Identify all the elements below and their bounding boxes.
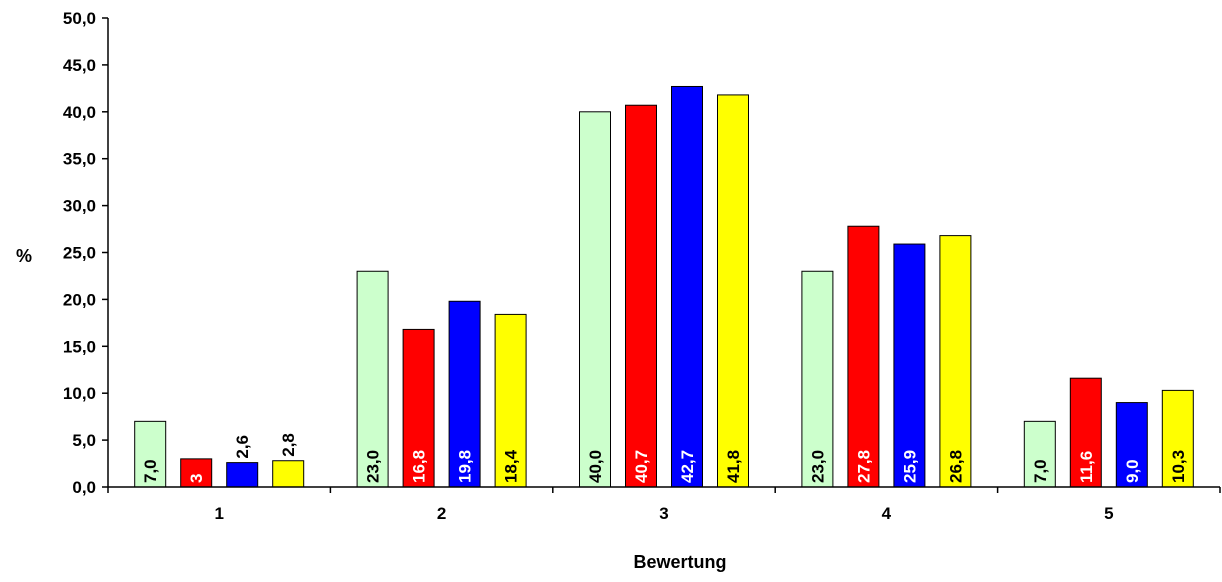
bar: [1115, 402, 1148, 488]
x-tick-label: 5: [1104, 504, 1113, 523]
data-label: 27,8: [854, 450, 873, 483]
y-axis-ticks: 0,0 5,0 10,0 15,0 20,0 25,0 30,0 35,0 40,0 45,0 50…: [63, 9, 108, 497]
x-tick-label: 4: [882, 504, 892, 523]
bar: [893, 243, 926, 488]
bar: [494, 313, 527, 488]
bar: [180, 458, 213, 488]
y-tick-label: 5,0: [72, 431, 96, 450]
y-tick-label: 45,0: [63, 56, 96, 75]
data-label: 40,0: [586, 450, 605, 483]
bar: [448, 300, 481, 488]
bars: [134, 85, 1194, 488]
bar: [1069, 377, 1102, 488]
y-tick-label: 50,0: [63, 9, 96, 28]
data-label: 2,6: [233, 435, 252, 459]
x-tick-label: 2: [437, 504, 446, 523]
y-tick-label: 20,0: [63, 290, 96, 309]
data-label: 40,7: [632, 450, 651, 483]
bar: [717, 94, 749, 488]
data-label: 10,3: [1169, 450, 1188, 483]
data-label: 26,8: [946, 450, 965, 483]
bar: [847, 225, 880, 488]
bar: [272, 460, 305, 488]
data-label: 23,0: [808, 450, 827, 483]
x-axis-title: Bewertung: [633, 552, 726, 572]
data-label: 11,6: [1077, 451, 1096, 483]
bar: [1023, 420, 1056, 488]
data-label: 41,8: [724, 450, 743, 483]
data-label: 25,9: [900, 450, 919, 483]
data-label: 23,0: [364, 450, 383, 483]
y-tick-label: 10,0: [63, 384, 96, 403]
x-tick-label: 3: [659, 504, 668, 523]
bar: [402, 328, 435, 488]
y-tick-label: 15,0: [63, 337, 96, 356]
bar: [226, 462, 259, 488]
data-label: 7,0: [141, 459, 160, 483]
bar: [625, 104, 657, 488]
data-label: 18,4: [502, 449, 521, 483]
y-tick-label: 30,0: [63, 197, 96, 216]
data-label: 19,8: [456, 450, 475, 483]
bar: [579, 111, 611, 488]
data-label: 9,0: [1123, 459, 1142, 483]
data-labels: 7,0 3 2,6 2,8 23,0 16,8 19,8 18,4 40,0 40,7 42,7 41…: [141, 433, 1188, 483]
data-label: 42,7: [678, 450, 697, 483]
data-label: 7,0: [1031, 459, 1050, 483]
y-tick-label: 40,0: [63, 103, 96, 122]
data-label: 2,8: [279, 433, 298, 457]
x-tick-label: 1: [214, 504, 223, 523]
y-tick-label: 35,0: [63, 150, 96, 169]
bar: [134, 420, 167, 488]
x-axis-ticks: 1 2 3 4 5: [107, 487, 1221, 523]
bar: [801, 270, 834, 488]
data-label: 3: [187, 474, 206, 483]
bar: [1161, 389, 1194, 488]
y-axis-title: %: [16, 246, 32, 266]
data-label: 16,8: [410, 450, 429, 483]
bar: [939, 235, 972, 488]
y-tick-label: 25,0: [63, 244, 96, 263]
bar: [671, 85, 703, 488]
y-tick-label: 0,0: [72, 478, 96, 497]
bar: [356, 270, 389, 488]
